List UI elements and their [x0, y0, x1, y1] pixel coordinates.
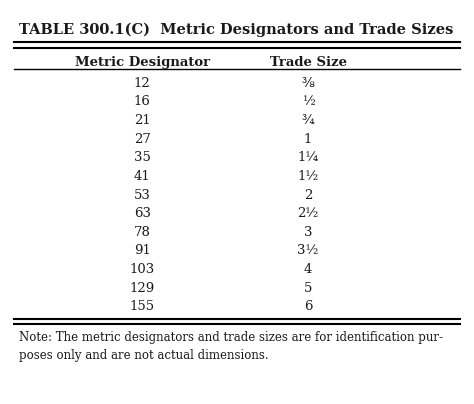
Text: 3: 3 [304, 226, 312, 239]
Text: 78: 78 [134, 226, 151, 239]
Text: 6: 6 [304, 301, 312, 314]
Text: 1: 1 [304, 133, 312, 145]
Text: Metric Designator: Metric Designator [74, 56, 210, 69]
Text: 2: 2 [304, 189, 312, 202]
Text: 35: 35 [134, 151, 151, 164]
Text: 53: 53 [134, 189, 151, 202]
Text: 129: 129 [129, 282, 155, 295]
Text: 21: 21 [134, 114, 151, 127]
Text: 103: 103 [129, 263, 155, 276]
Text: 12: 12 [134, 77, 151, 90]
Text: 91: 91 [134, 244, 151, 257]
Text: Note: The metric designators and trade sizes are for identification pur-
poses o: Note: The metric designators and trade s… [19, 331, 443, 362]
Text: Trade Size: Trade Size [270, 56, 346, 69]
Text: 27: 27 [134, 133, 151, 145]
Text: 1¼: 1¼ [298, 151, 319, 164]
Text: 155: 155 [129, 301, 155, 314]
Text: TABLE 300.1(C)  Metric Designators and Trade Sizes: TABLE 300.1(C) Metric Designators and Tr… [19, 22, 453, 37]
Text: 1½: 1½ [298, 170, 319, 183]
Text: ⅜: ⅜ [301, 77, 315, 90]
Text: 63: 63 [134, 207, 151, 220]
Text: 41: 41 [134, 170, 151, 183]
Text: ½: ½ [301, 95, 315, 108]
Text: 5: 5 [304, 282, 312, 295]
Text: 16: 16 [134, 95, 151, 108]
Text: ¾: ¾ [302, 114, 314, 127]
Text: 3½: 3½ [297, 244, 319, 257]
Text: 2½: 2½ [298, 207, 319, 220]
Text: 4: 4 [304, 263, 312, 276]
